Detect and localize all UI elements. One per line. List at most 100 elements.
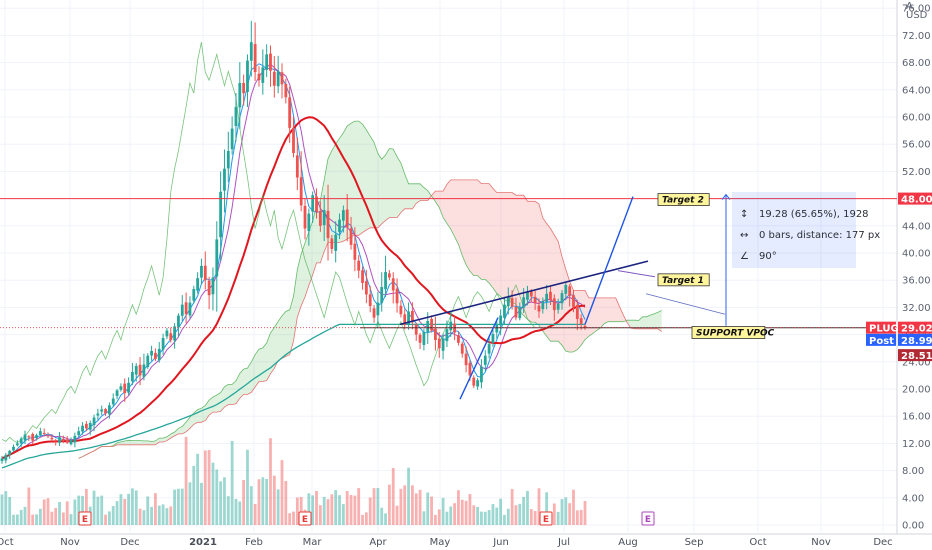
cloud-bull-segment <box>274 321 279 369</box>
candle-body <box>180 304 184 316</box>
candle-body <box>223 168 226 191</box>
candle-body <box>38 431 42 435</box>
target1-label-box <box>657 273 710 287</box>
volume-bar <box>223 477 226 525</box>
candle-body <box>61 438 65 441</box>
cloud-bull-segment <box>216 392 221 413</box>
x-tick-label: 2021 <box>189 537 217 548</box>
candle-body <box>284 83 288 98</box>
volume-bar <box>315 491 318 525</box>
price-tag-value: 28.51 <box>901 351 932 362</box>
candle-body <box>280 72 284 85</box>
volume-bar <box>364 512 368 525</box>
volume-bar <box>188 482 192 525</box>
candle-body <box>380 287 384 303</box>
price-tags: 48.00 PLUG 29.02 Post 28.99 28.51 <box>866 192 932 362</box>
candle-body <box>69 440 73 445</box>
cloud-bear-segment <box>496 192 501 297</box>
volume-bar <box>111 506 115 525</box>
scale-mode-label[interactable]: A <box>906 1 913 12</box>
candle-body <box>376 302 380 316</box>
volume-bar <box>376 487 380 525</box>
candle-body <box>445 329 449 342</box>
candle-body <box>411 311 414 323</box>
volume-bar <box>157 505 161 525</box>
volume-bar <box>180 488 184 525</box>
cloud-bull-segment <box>243 368 248 395</box>
volume-bar <box>384 513 387 525</box>
currency-label[interactable]: USD <box>906 10 928 21</box>
candle-body <box>506 296 510 307</box>
measure-line: 19.28 (65.65%), 1928 <box>759 209 869 220</box>
candle-body <box>65 439 69 443</box>
y-tick-label: 0.00 <box>902 521 924 532</box>
candle-body <box>330 238 334 249</box>
user-drawings[interactable]: Target 2 Target 1 SUPPORT VPOC ↕ 19.28 (65.6… <box>0 192 897 400</box>
cloud-bull-segment <box>205 400 210 421</box>
candle-body <box>441 338 445 351</box>
candle-body <box>46 435 50 437</box>
candle-body <box>491 333 495 343</box>
candle-body <box>269 53 272 71</box>
candle-body <box>349 228 353 245</box>
cloud-bull-segment <box>258 347 263 382</box>
candle-body <box>322 210 326 226</box>
volume-bar <box>387 484 391 525</box>
cloud-bear-segment <box>581 290 585 346</box>
candle-body <box>326 210 330 239</box>
candle-body <box>552 298 556 311</box>
cloud-bull-segment <box>385 148 390 221</box>
cloud-bear-segment <box>512 192 516 305</box>
measure-arrow-head <box>721 193 731 200</box>
volume-bar <box>196 453 200 525</box>
volume-bar <box>192 465 196 525</box>
volume-bar <box>23 506 27 525</box>
cloud-bear-segment <box>561 256 566 352</box>
volume-bar <box>372 488 376 525</box>
cloud-bull-segment <box>412 183 417 209</box>
candle-body <box>253 44 257 73</box>
candle-body <box>315 196 318 213</box>
cloud-bull-segment <box>293 269 298 342</box>
volume-bar <box>533 510 537 525</box>
earnings-marker-label: E <box>82 515 88 525</box>
support-vpoc-label-text: SUPPORT VPOC <box>696 329 775 339</box>
y-tick-label: 44.00 <box>902 221 931 232</box>
volume-bar <box>434 514 437 525</box>
cloud-bull-segment <box>351 121 355 237</box>
candle-body <box>526 291 529 300</box>
candle-body <box>472 377 476 386</box>
candle-body <box>338 219 341 233</box>
cloud-bull-segment <box>297 253 302 318</box>
candle-body <box>579 318 583 324</box>
candle-body <box>138 364 142 376</box>
cloud-bull-segment <box>247 362 252 395</box>
cloud-bear-segment <box>508 192 513 302</box>
cloud-bull-segment <box>155 438 160 445</box>
cloud-bear-segment <box>481 183 486 280</box>
cloud-bull-segment <box>228 384 233 405</box>
time-axis[interactable]: Oct Nov Dec 2021 Feb Mar Apr May Jun Jul Aug Sep Oct… <box>0 537 893 548</box>
projection-line <box>584 196 634 325</box>
volume-bar <box>146 496 150 525</box>
cloud-bear-segment <box>608 297 612 322</box>
volume-bar <box>472 505 476 525</box>
candle-body <box>115 390 119 397</box>
candle-body <box>200 265 203 278</box>
candle-body <box>192 289 196 301</box>
price-tag-symbol: PLUG <box>869 324 899 335</box>
y-tick-label: 56.00 <box>902 140 931 151</box>
volume-bars <box>0 436 587 525</box>
cloud-bull-segment <box>251 354 256 393</box>
price-axis[interactable]: A USD 0.004.008.0012.0016.0020.0024.0028… <box>902 1 931 532</box>
price-tag-symbol-bg <box>866 333 896 346</box>
volume-bar <box>464 500 468 525</box>
cloud-bull-segment <box>393 149 398 218</box>
cloud-bear-segment <box>615 297 620 322</box>
candle-body <box>437 338 441 349</box>
volume-bar <box>253 503 257 525</box>
measure-icon: ↔ <box>740 230 748 241</box>
cloud-bull-segment <box>331 143 336 243</box>
